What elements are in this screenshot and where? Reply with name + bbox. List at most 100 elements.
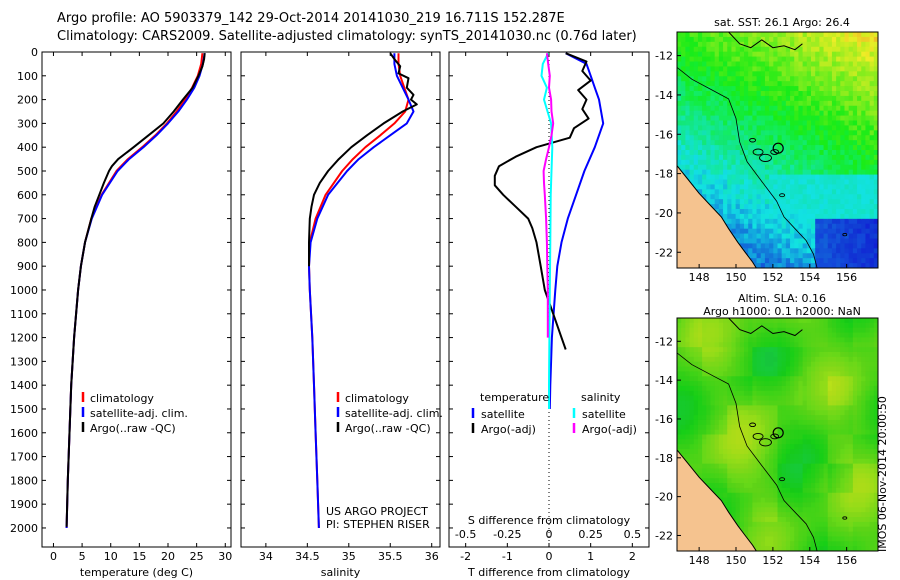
land-mass <box>677 449 757 551</box>
y-tick-label: 1100 <box>10 308 38 321</box>
x-tick-label: 34 <box>259 550 273 563</box>
reef-outline <box>842 516 848 520</box>
legend-label: Argo(-adj) <box>582 423 637 436</box>
series-line-t-argo <box>493 52 592 350</box>
salinity-difference-label: S difference from climatology <box>468 514 631 527</box>
legend-label: satellite-adj. clim. <box>90 407 188 420</box>
x-tick-label: 5 <box>79 550 86 563</box>
map-x-tick-label: 148 <box>689 271 710 284</box>
y-tick-label: 1300 <box>10 355 38 368</box>
sla-map-title-1: Altim. SLA: 0.16 <box>737 292 827 305</box>
x-tick-label: 1 <box>587 550 594 563</box>
x-tick-label: 35.5 <box>378 550 403 563</box>
sst-map-cells <box>677 32 878 268</box>
y-tick-label: 200 <box>17 94 38 107</box>
map-y-tick-label: -12 <box>655 50 673 63</box>
x-tick-label: 25 <box>190 550 204 563</box>
plot-frame-salinity-profile <box>240 51 441 548</box>
legend-label: Argo(-adj) <box>481 423 536 436</box>
map-y-tick-label: -16 <box>655 128 673 141</box>
map-y-tick-label: -12 <box>655 335 673 348</box>
map-x-tick-label: 152 <box>762 554 783 567</box>
sst-map-frame <box>676 31 879 269</box>
y-tick-label: 1600 <box>10 427 38 440</box>
reef-outline <box>759 153 772 162</box>
map-x-tick-label: 148 <box>689 554 710 567</box>
bathymetry-contour <box>677 67 818 268</box>
header-line-2: Climatology: CARS2009. Satellite-adjuste… <box>57 29 637 44</box>
salinity-tick-label: 0.5 <box>624 528 642 541</box>
map-x-tick-label: 150 <box>726 554 747 567</box>
sst-map-title: sat. SST: 26.1 Argo: 26.4 <box>714 16 850 29</box>
reef-outline <box>749 422 757 428</box>
legend-label: climatology <box>90 392 154 405</box>
x-tick-label: 30 <box>218 550 232 563</box>
coastline-north <box>728 32 803 51</box>
x-axis-label: salinity <box>321 566 361 579</box>
reef-outline <box>752 148 764 156</box>
y-tick-label: 500 <box>17 165 38 178</box>
x-tick-label: 20 <box>161 550 175 563</box>
sla-map-title-2: Argo h1000: 0.1 h2000: NaN <box>703 305 861 318</box>
y-tick-label: 400 <box>17 141 38 154</box>
map-x-tick-label: 156 <box>836 554 857 567</box>
map-y-tick-label: -18 <box>655 168 673 181</box>
x-tick-label: 35 <box>342 550 356 563</box>
map-x-tick-label: 152 <box>762 271 783 284</box>
reef-outline <box>759 438 772 447</box>
y-tick-label: 800 <box>17 236 38 249</box>
y-tick-label: 1200 <box>10 332 38 345</box>
y-tick-label: 0 <box>31 46 38 59</box>
x-tick-label: 0 <box>50 550 57 563</box>
x-tick-label: 2 <box>629 550 636 563</box>
map-y-tick-label: -20 <box>655 491 673 504</box>
coastline-north <box>728 318 803 337</box>
map-x-tick-label: 154 <box>799 554 820 567</box>
salinity-tick-label: 0 <box>546 528 553 541</box>
reef-outline <box>842 232 848 237</box>
land-mass <box>677 164 757 268</box>
legend-label: Argo(..raw -QC) <box>345 422 431 435</box>
y-tick-label: 1900 <box>10 498 38 511</box>
y-tick-label: 2000 <box>10 522 38 535</box>
plot-frame-temperature-profile <box>41 51 232 548</box>
legend-label: satellite <box>481 408 525 421</box>
map-y-tick-label: -14 <box>655 374 673 387</box>
map-y-tick-label: -20 <box>655 207 673 220</box>
series-line-satellite <box>308 53 415 529</box>
sst-map-field <box>677 32 878 268</box>
argo-position-marker <box>772 427 784 439</box>
reef-outline <box>749 137 757 143</box>
x-tick-label: 36 <box>425 550 439 563</box>
map-y-tick-label: -14 <box>655 89 673 102</box>
legend-label: satellite <box>582 408 626 421</box>
map-x-tick-label: 150 <box>726 271 747 284</box>
series-line-argo <box>308 52 418 267</box>
series-line-argo <box>65 53 206 527</box>
map-y-tick-label: -18 <box>655 452 673 465</box>
legend-title-salinity: salinity <box>581 391 621 404</box>
y-tick-label: 1500 <box>10 403 38 416</box>
bathymetry-contour <box>677 352 818 551</box>
x-tick-label: 15 <box>132 550 146 563</box>
legend-label: satellite-adj. clim. <box>345 407 443 420</box>
header-line-1: Argo profile: AO 5903379_142 29-Oct-2014… <box>57 11 565 26</box>
salinity-tick-label: -0.5 <box>455 528 476 541</box>
map-x-tick-label: 154 <box>799 271 820 284</box>
legend-label: Argo(..raw -QC) <box>90 422 176 435</box>
y-tick-label: 1700 <box>10 451 38 464</box>
x-axis-label: temperature (deg C) <box>80 566 193 579</box>
map-y-tick-label: -16 <box>655 413 673 426</box>
y-tick-label: 1400 <box>10 379 38 392</box>
y-tick-label: 1800 <box>10 474 38 487</box>
series-line-s-satellite <box>540 52 554 409</box>
x-tick-label: -2 <box>460 550 471 563</box>
y-tick-label: 600 <box>17 189 38 202</box>
sla-map-frame <box>676 317 879 552</box>
x-tick-label: 10 <box>104 550 118 563</box>
y-tick-label: 1000 <box>10 284 38 297</box>
map-y-tick-label: -22 <box>655 246 673 259</box>
legend-title-temperature: temperature <box>480 391 549 404</box>
argo-position-marker <box>772 142 784 154</box>
